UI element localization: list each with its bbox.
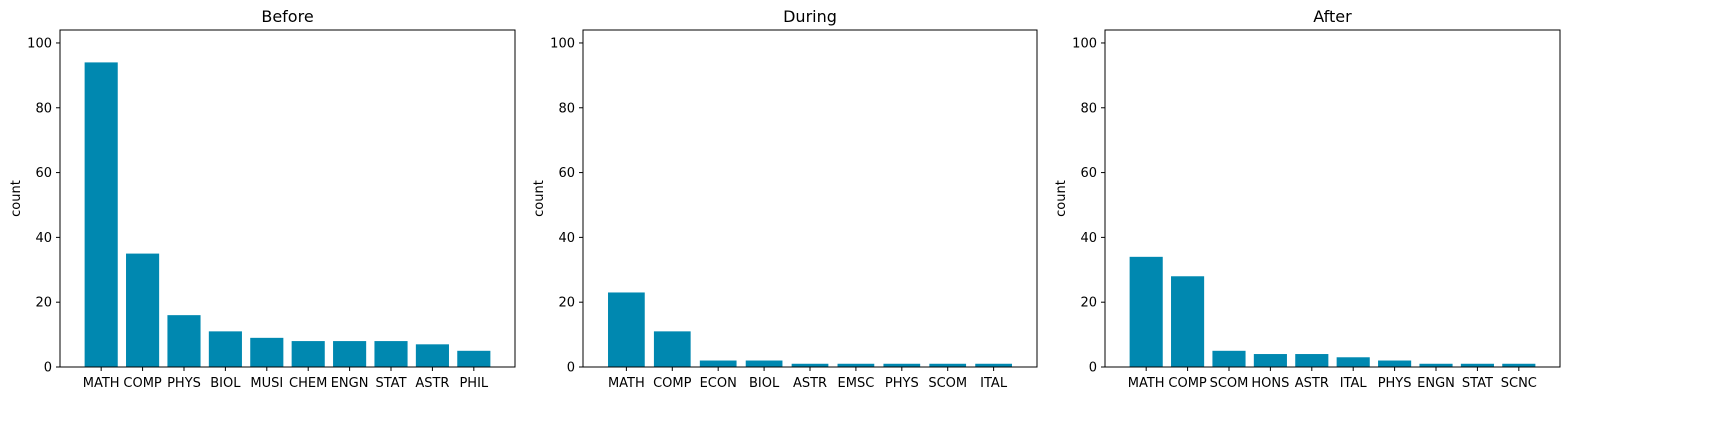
y-tick-label: 60 bbox=[35, 166, 52, 181]
x-tick-label: STAT bbox=[1462, 376, 1493, 391]
x-tick-label: COMP bbox=[653, 376, 692, 391]
bar-biol bbox=[208, 331, 242, 367]
x-tick-label: ASTR bbox=[1295, 376, 1329, 391]
bar-scom bbox=[1212, 350, 1246, 367]
bar-stat bbox=[1460, 363, 1494, 367]
y-axis-label: count bbox=[1054, 180, 1069, 217]
x-tick-label: SCOM bbox=[928, 376, 967, 391]
axes-frame bbox=[582, 29, 1038, 368]
x-tick-label: MATH bbox=[608, 376, 645, 391]
bar-emsc bbox=[837, 363, 875, 367]
x-tick-label: MATH bbox=[83, 376, 120, 391]
y-tick-label: 100 bbox=[550, 36, 575, 51]
y-tick-label: 40 bbox=[1080, 231, 1097, 246]
y-tick-label: 20 bbox=[1080, 296, 1097, 311]
bar-comp bbox=[1171, 276, 1205, 367]
x-tick-label: SCOM bbox=[1210, 376, 1249, 391]
x-tick-label: COMP bbox=[1168, 376, 1207, 391]
x-tick-label: STAT bbox=[376, 376, 407, 391]
bar-ital bbox=[975, 363, 1012, 367]
y-tick-label: 80 bbox=[558, 101, 575, 116]
bar-math bbox=[84, 62, 118, 368]
x-tick-label: ECON bbox=[700, 376, 737, 391]
x-tick-label: HONS bbox=[1251, 376, 1289, 391]
bar-scnc bbox=[1502, 363, 1536, 367]
bar-comp bbox=[653, 331, 691, 367]
x-tick-label: ASTR bbox=[793, 376, 827, 391]
x-tick-label: CHEM bbox=[289, 376, 327, 391]
y-tick-label: 0 bbox=[44, 361, 52, 376]
bar-math bbox=[1129, 256, 1163, 367]
x-tick-label: SCNC bbox=[1501, 376, 1537, 391]
y-tick-label: 0 bbox=[1089, 361, 1097, 376]
bar-astr bbox=[415, 344, 449, 367]
x-tick-label: PHYS bbox=[1378, 376, 1412, 391]
y-axis-label: count bbox=[9, 180, 24, 217]
chart-title: During bbox=[783, 7, 837, 26]
chart-title: Before bbox=[261, 7, 313, 26]
bar-hons bbox=[1253, 354, 1287, 367]
y-tick-label: 80 bbox=[1080, 101, 1097, 116]
bar-stat bbox=[374, 341, 408, 367]
axes-frame bbox=[1104, 29, 1561, 368]
y-tick-label: 20 bbox=[558, 296, 575, 311]
y-tick-label: 40 bbox=[558, 231, 575, 246]
bar-engn bbox=[1419, 363, 1453, 367]
bar-phys bbox=[883, 363, 921, 367]
y-tick-label: 40 bbox=[35, 231, 52, 246]
bar-astr bbox=[791, 363, 829, 367]
x-tick-label: PHIL bbox=[459, 376, 488, 391]
x-tick-label: BIOL bbox=[749, 376, 780, 391]
x-tick-label: COMP bbox=[123, 376, 162, 391]
bar-biol bbox=[745, 360, 783, 367]
bar-phys bbox=[167, 315, 201, 367]
bar-math bbox=[608, 292, 645, 367]
y-tick-label: 100 bbox=[27, 36, 52, 51]
x-tick-label: ASTR bbox=[415, 376, 449, 391]
chart-panel-after: MATH COMP SCOM HONS ASTR ITAL PHYS ENGN STAT SCNC… bbox=[1054, 7, 1561, 391]
bar-phys bbox=[1378, 360, 1412, 367]
bar-engn bbox=[333, 341, 367, 367]
x-tick-label: PHYS bbox=[885, 376, 919, 391]
axes-frame bbox=[59, 29, 516, 368]
x-tick-label: EMSC bbox=[838, 376, 875, 391]
x-tick-label: ENGN bbox=[1417, 376, 1455, 391]
bar-astr bbox=[1295, 354, 1329, 367]
chart-panel-during: MATH COMP ECON BIOL ASTR EMSC PHYS SCOM ITAL 0 20 4… bbox=[532, 7, 1038, 391]
bar-phil bbox=[457, 350, 491, 367]
y-tick-label: 80 bbox=[35, 101, 52, 116]
x-tick-label: BIOL bbox=[210, 376, 241, 391]
bar-comp bbox=[126, 253, 160, 367]
y-tick-label: 60 bbox=[1080, 166, 1097, 181]
y-tick-label: 0 bbox=[567, 361, 575, 376]
bar-chem bbox=[291, 341, 325, 367]
x-tick-label: ITAL bbox=[980, 376, 1008, 391]
x-tick-label: PHYS bbox=[167, 376, 201, 391]
x-tick-label: ENGN bbox=[331, 376, 369, 391]
x-tick-label: MUSI bbox=[250, 376, 283, 391]
bar-econ bbox=[699, 360, 737, 367]
y-axis-label: count bbox=[532, 180, 547, 217]
x-tick-label: MATH bbox=[1128, 376, 1165, 391]
x-tick-label: ITAL bbox=[1340, 376, 1368, 391]
bar-musi bbox=[250, 337, 284, 367]
y-tick-label: 100 bbox=[1072, 36, 1097, 51]
y-tick-label: 20 bbox=[35, 296, 52, 311]
bar-ital bbox=[1336, 357, 1370, 367]
y-tick-label: 60 bbox=[558, 166, 575, 181]
bar-scom bbox=[929, 363, 967, 367]
chart-title: After bbox=[1313, 7, 1352, 26]
chart-panel-before: MATH COMP PHYS BIOL MUSI CHEM ENGN STAT ASTR PHIL… bbox=[9, 7, 516, 391]
